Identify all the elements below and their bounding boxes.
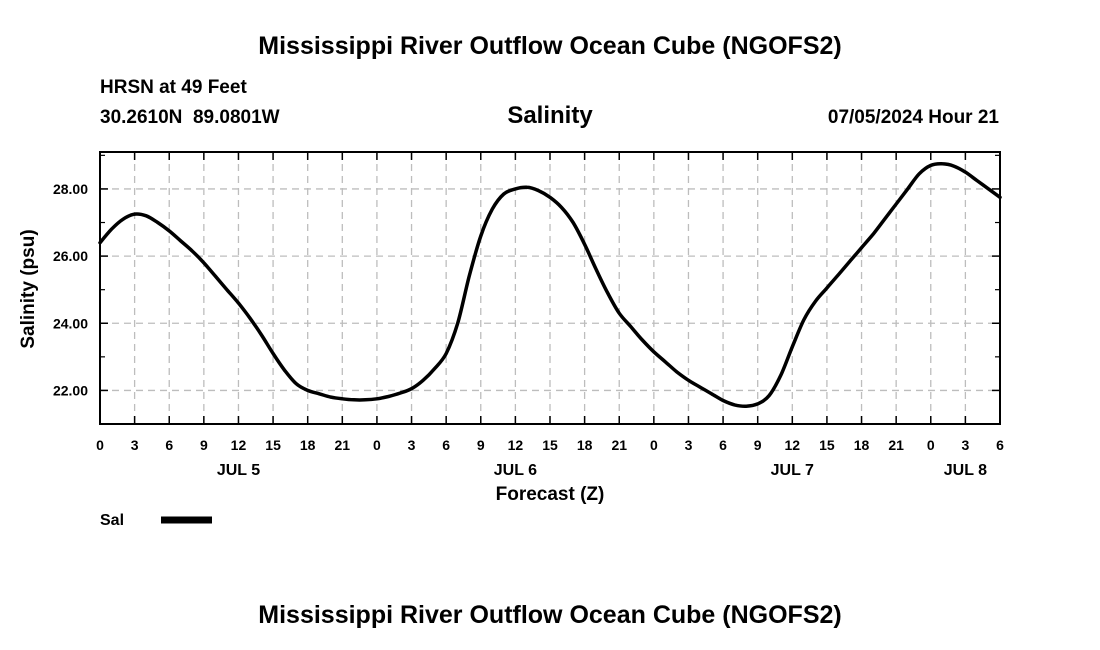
x-tick-label: 12 <box>231 437 247 453</box>
x-tick-label: 18 <box>300 437 316 453</box>
x-tick-label: 6 <box>996 437 1004 453</box>
station-name: HRSN at 49 Feet <box>100 77 247 98</box>
x-tick-label: 3 <box>408 437 416 453</box>
x-tick-label: 21 <box>335 437 351 453</box>
day-label: JUL 8 <box>944 462 987 479</box>
day-labels: JUL 5 JUL 6 JUL 7 JUL 8 <box>217 462 987 479</box>
x-tick-label: 9 <box>477 437 485 453</box>
x-tick-label: 0 <box>96 437 104 453</box>
x-tick-label: 21 <box>888 437 904 453</box>
x-tick-label: 0 <box>650 437 658 453</box>
y-axis-label: Salinity (psu) <box>18 229 39 348</box>
x-tick-label: 15 <box>819 437 835 453</box>
grid-lines <box>100 152 1000 424</box>
x-tick-label: 12 <box>785 437 801 453</box>
legend-label: Sal <box>100 512 124 529</box>
x-tick-label: 21 <box>611 437 627 453</box>
day-label: JUL 7 <box>771 462 814 479</box>
x-tick-label: 18 <box>854 437 870 453</box>
page-title: Mississippi River Outflow Ocean Cube (NG… <box>258 32 842 60</box>
y-tick-label: 22.00 <box>53 382 88 398</box>
x-tick-label: 6 <box>719 437 727 453</box>
series-line-sal <box>98 161 1002 408</box>
day-label: JUL 6 <box>494 462 537 479</box>
x-tick-label: 6 <box>165 437 173 453</box>
x-tick-label: 6 <box>442 437 450 453</box>
x-tick-label: 9 <box>200 437 208 453</box>
x-tick-label: 15 <box>542 437 558 453</box>
x-tick-label: 3 <box>685 437 693 453</box>
y-tick-label: 26.00 <box>53 248 88 264</box>
footer-title: Mississippi River Outflow Ocean Cube (NG… <box>258 601 842 629</box>
x-tick-label: 0 <box>373 437 381 453</box>
forecast-datetime: 07/05/2024 Hour 21 <box>827 107 999 128</box>
axis-ticks <box>99 152 1001 425</box>
chart-title: Salinity <box>507 102 593 129</box>
day-label: JUL 5 <box>217 462 260 479</box>
x-tick-label: 3 <box>131 437 139 453</box>
x-tick-label: 15 <box>265 437 281 453</box>
station-coords: 30.2610N 89.0801W <box>100 107 280 128</box>
x-tick-label: 18 <box>577 437 593 453</box>
x-tick-labels: 0 3 6 9 12 15 18 21 0 3 6 9 12 15 18 21 0 3 6 9 12 15 18 21 0 3 6 <box>96 437 1004 453</box>
x-tick-label: 9 <box>754 437 762 453</box>
x-tick-label: 3 <box>961 437 969 453</box>
y-tick-label: 28.00 <box>53 181 88 197</box>
x-tick-label: 12 <box>508 437 524 453</box>
y-tick-label: 24.00 <box>53 315 88 331</box>
x-axis-label: Forecast (Z) <box>496 484 605 505</box>
x-tick-label: 0 <box>927 437 935 453</box>
y-tick-labels: 22.00 24.00 26.00 28.00 <box>53 181 88 398</box>
